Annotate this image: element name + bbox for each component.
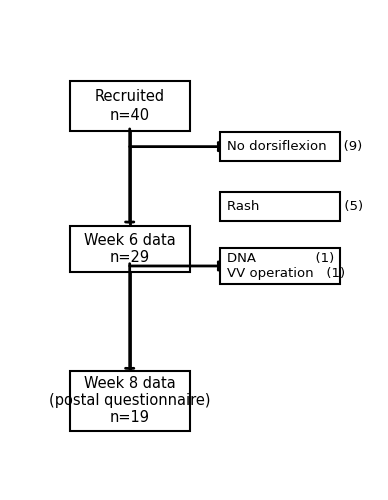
- FancyBboxPatch shape: [69, 226, 190, 272]
- FancyBboxPatch shape: [69, 81, 190, 131]
- Text: n=40: n=40: [110, 108, 150, 123]
- FancyBboxPatch shape: [220, 192, 340, 220]
- FancyBboxPatch shape: [220, 132, 340, 161]
- FancyBboxPatch shape: [69, 371, 190, 430]
- Text: No dorsiflexion    (9): No dorsiflexion (9): [227, 140, 362, 153]
- Text: VV operation   (1): VV operation (1): [227, 267, 345, 280]
- Text: Week 6 data: Week 6 data: [84, 232, 175, 248]
- Text: DNA              (1): DNA (1): [227, 252, 334, 265]
- Text: (postal questionnaire): (postal questionnaire): [49, 393, 210, 408]
- Text: Rash                    (5): Rash (5): [227, 200, 363, 213]
- Text: n=29: n=29: [110, 250, 150, 264]
- Text: Recruited: Recruited: [95, 90, 165, 104]
- FancyBboxPatch shape: [220, 248, 340, 284]
- Text: n=19: n=19: [110, 410, 150, 425]
- Text: Week 8 data: Week 8 data: [84, 376, 175, 392]
